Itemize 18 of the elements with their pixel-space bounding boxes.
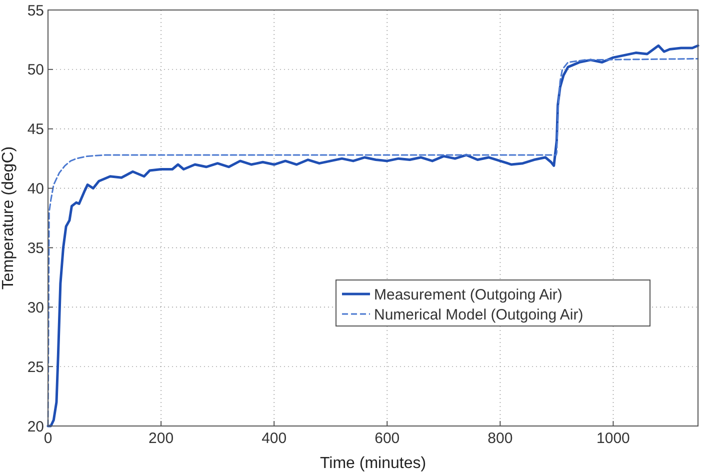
- x-tick-label: 800: [488, 430, 513, 447]
- legend-label: Numerical Model (Outgoing Air): [374, 306, 584, 324]
- x-tick-label: 0: [44, 430, 52, 447]
- y-tick-label: 35: [27, 240, 44, 257]
- x-tick-label: 1000: [596, 430, 630, 447]
- legend-label: Measurement (Outgoing Air): [374, 286, 562, 304]
- y-tick-label: 55: [27, 2, 44, 20]
- y-axis-title: Temperature (degC): [0, 146, 17, 290]
- y-tick-label: 25: [27, 358, 44, 376]
- x-tick-label: 400: [262, 430, 287, 447]
- y-tick-label: 45: [27, 121, 44, 138]
- x-tick-label: 600: [374, 430, 400, 447]
- y-tick-label: 20: [27, 418, 44, 436]
- y-tick-label: 40: [27, 180, 44, 198]
- y-tick-label: 50: [27, 62, 44, 79]
- x-axis-title: Time (minutes): [320, 455, 426, 472]
- x-tick-label: 200: [148, 430, 174, 447]
- y-tick-label: 30: [27, 299, 44, 316]
